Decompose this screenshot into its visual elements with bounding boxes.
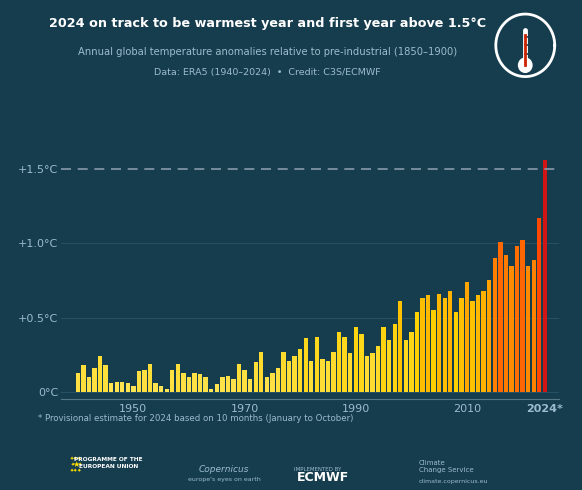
- Bar: [365, 356, 369, 392]
- Bar: [287, 361, 291, 392]
- Bar: [431, 310, 436, 392]
- Bar: [87, 377, 91, 392]
- Bar: [465, 282, 469, 392]
- Bar: [165, 389, 169, 392]
- Circle shape: [519, 58, 532, 73]
- Bar: [243, 369, 247, 392]
- Bar: [270, 372, 275, 392]
- Bar: [415, 312, 419, 392]
- Bar: [131, 386, 136, 392]
- Bar: [509, 266, 514, 392]
- Bar: [298, 349, 303, 392]
- Bar: [293, 356, 297, 392]
- Bar: [542, 160, 547, 392]
- Text: PROGRAMME OF THE
EUROPEAN UNION: PROGRAMME OF THE EUROPEAN UNION: [74, 458, 143, 468]
- Bar: [515, 246, 519, 392]
- Bar: [170, 369, 175, 392]
- Bar: [193, 372, 197, 392]
- Text: IMPLEMENTED BY: IMPLEMENTED BY: [293, 467, 341, 472]
- Bar: [109, 383, 113, 392]
- Bar: [81, 365, 86, 392]
- Bar: [143, 369, 147, 392]
- Text: ECMWF: ECMWF: [297, 471, 349, 484]
- Bar: [137, 371, 141, 392]
- Bar: [315, 337, 319, 392]
- Bar: [437, 294, 441, 392]
- Bar: [526, 266, 530, 392]
- Text: Annual global temperature anomalies relative to pre-industrial (1850–1900): Annual global temperature anomalies rela…: [78, 47, 457, 56]
- Bar: [98, 356, 102, 392]
- Bar: [204, 377, 208, 392]
- Bar: [376, 346, 380, 392]
- Bar: [231, 379, 236, 392]
- Bar: [426, 295, 430, 392]
- Bar: [320, 359, 325, 392]
- Bar: [504, 255, 508, 392]
- Bar: [392, 323, 397, 392]
- Bar: [531, 260, 536, 392]
- Bar: [370, 353, 375, 392]
- Bar: [248, 379, 253, 392]
- Bar: [342, 337, 347, 392]
- Bar: [459, 298, 464, 392]
- Bar: [304, 339, 308, 392]
- Text: Climate
Change Service: Climate Change Service: [419, 460, 474, 473]
- Bar: [448, 291, 452, 392]
- Bar: [226, 375, 230, 392]
- Bar: [492, 258, 497, 392]
- Bar: [326, 361, 330, 392]
- Bar: [420, 298, 425, 392]
- Text: 2024 on track to be warmest year and first year above 1.5°C: 2024 on track to be warmest year and fir…: [49, 17, 487, 30]
- Bar: [404, 340, 408, 392]
- Bar: [254, 362, 258, 392]
- Bar: [354, 326, 358, 392]
- Bar: [387, 340, 391, 392]
- Bar: [337, 333, 341, 392]
- Bar: [409, 333, 414, 392]
- Bar: [442, 298, 447, 392]
- Bar: [76, 372, 80, 392]
- Bar: [276, 368, 280, 392]
- Bar: [148, 364, 152, 392]
- Bar: [126, 383, 130, 392]
- Bar: [181, 372, 186, 392]
- Bar: [215, 385, 219, 392]
- Bar: [281, 352, 286, 392]
- Bar: [209, 389, 214, 392]
- Text: ✦✦✦
✦  ✦
✦✦✦: ✦✦✦ ✦ ✦ ✦✦✦: [70, 457, 82, 473]
- Bar: [198, 374, 203, 392]
- Bar: [520, 240, 525, 392]
- Bar: [481, 291, 486, 392]
- Bar: [476, 295, 480, 392]
- Bar: [359, 334, 364, 392]
- Text: europe's eyes on earth: europe's eyes on earth: [187, 477, 260, 482]
- Bar: [120, 382, 125, 392]
- Text: climate.copernicus.eu: climate.copernicus.eu: [419, 479, 488, 484]
- Bar: [159, 386, 164, 392]
- Bar: [381, 326, 386, 392]
- Bar: [237, 364, 241, 392]
- Bar: [454, 312, 458, 392]
- Bar: [265, 377, 269, 392]
- Bar: [470, 301, 475, 392]
- Bar: [309, 361, 314, 392]
- Bar: [220, 377, 225, 392]
- Bar: [348, 353, 352, 392]
- Text: ★: ★: [72, 461, 80, 469]
- Bar: [537, 218, 541, 392]
- Bar: [487, 280, 491, 392]
- Bar: [331, 352, 336, 392]
- Bar: [259, 352, 264, 392]
- Bar: [187, 377, 191, 392]
- Text: Copernicus: Copernicus: [199, 465, 249, 474]
- Bar: [154, 383, 158, 392]
- Bar: [398, 301, 402, 392]
- Bar: [115, 382, 119, 392]
- Bar: [104, 365, 108, 392]
- Bar: [176, 364, 180, 392]
- Text: Data: ERA5 (1940–2024)  •  Credit: C3S/ECMWF: Data: ERA5 (1940–2024) • Credit: C3S/ECM…: [154, 68, 381, 76]
- Bar: [93, 368, 97, 392]
- Bar: [498, 242, 502, 392]
- Text: * Provisional estimate for 2024 based on 10 months (January to October): * Provisional estimate for 2024 based on…: [38, 414, 353, 423]
